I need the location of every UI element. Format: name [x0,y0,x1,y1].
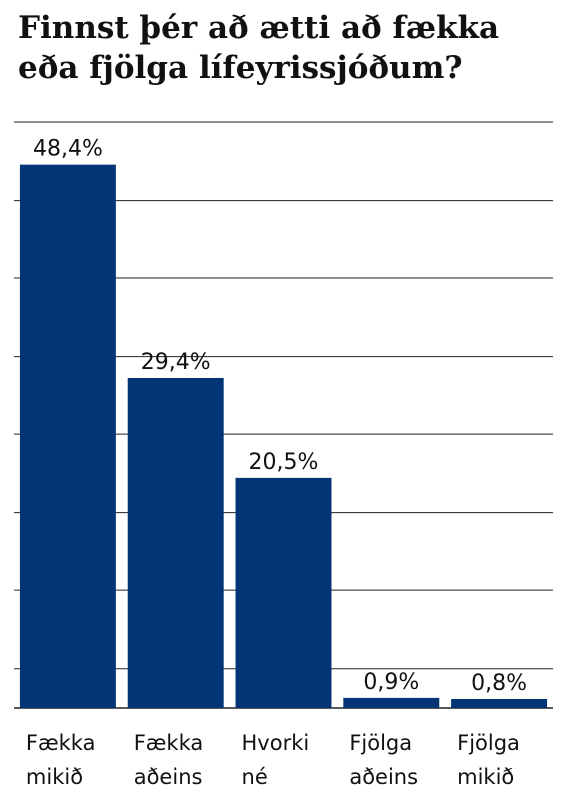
x-tick-label: Fækka aðeins [133,731,204,789]
bar [235,477,332,708]
bar [451,699,548,708]
value-label: 0,8% [471,671,527,696]
x-tick-label: Fjölga aðeins [349,731,419,789]
bar [343,697,440,708]
value-label: 29,4% [141,350,211,375]
x-tick-label: Hvorki né [241,731,310,789]
chart-title: Finnst þér að ætti að fækka eða fjölga l… [18,10,500,86]
value-label: 48,4% [33,137,103,162]
bar [127,377,224,708]
value-label: 0,9% [363,670,419,695]
x-tick-label: Fækka mikið [25,731,96,789]
bar [19,164,116,708]
x-tick-label: Fjölga mikið [457,731,520,789]
value-label: 20,5% [249,450,319,475]
